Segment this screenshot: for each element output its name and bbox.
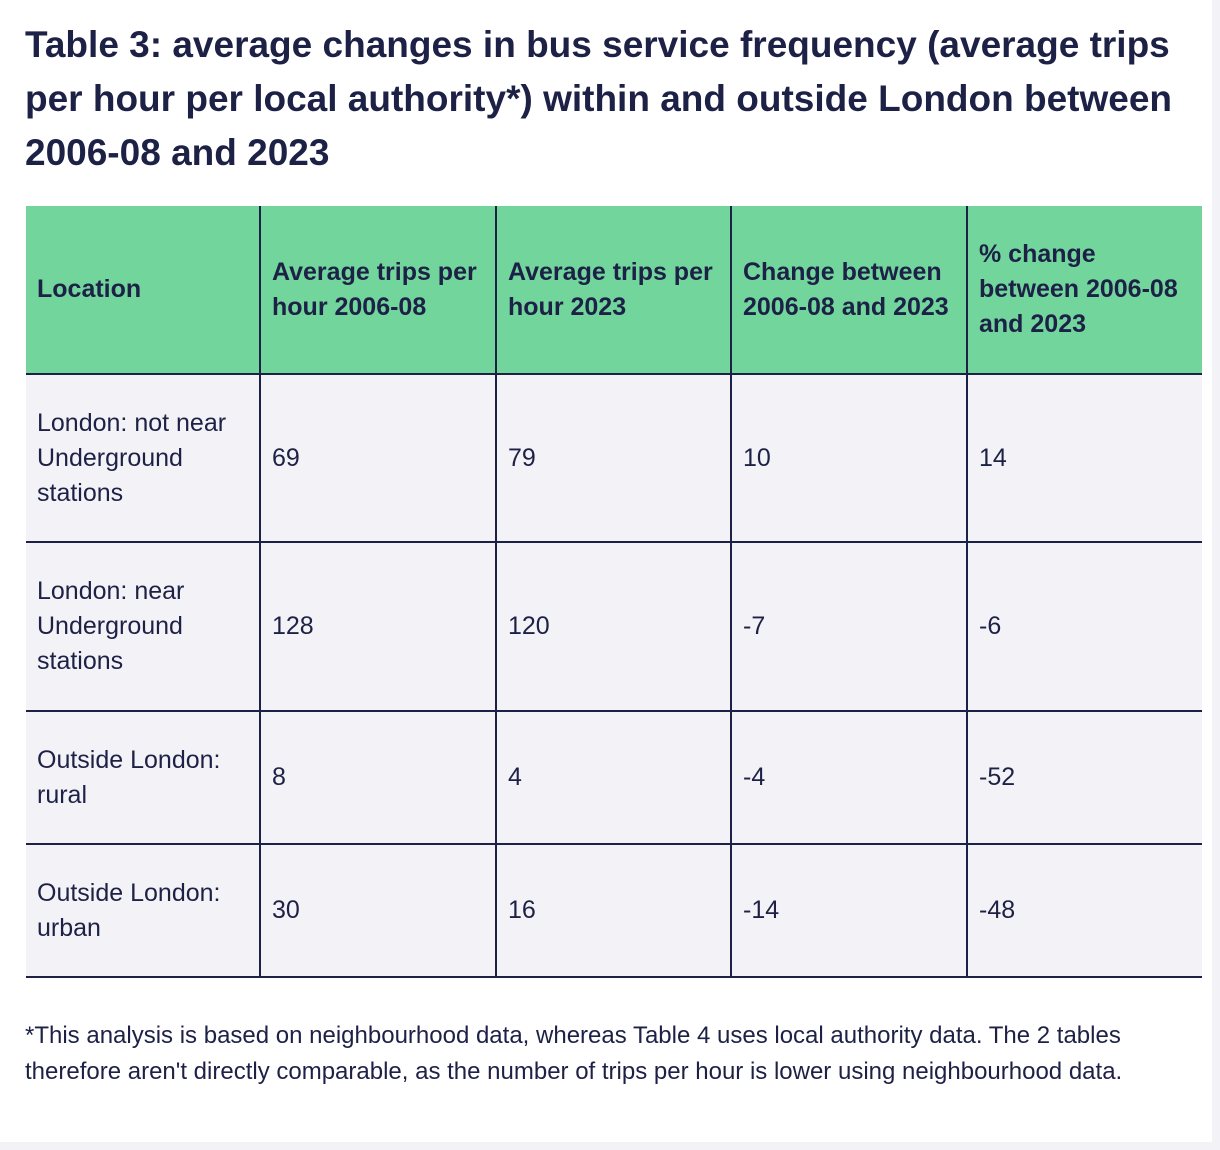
table-row: London: near Underground stations 128 12…: [26, 542, 1202, 712]
trips-2023-cell: 16: [495, 844, 731, 978]
trips-2023-cell: 120: [495, 542, 731, 712]
column-header-location: Location: [26, 206, 260, 375]
change-cell: -14: [730, 844, 967, 978]
location-cell: Outside London: rural: [26, 711, 260, 845]
change-cell: -7: [730, 542, 967, 712]
table-row: London: not near Underground stations 69…: [26, 374, 1202, 543]
column-header-percent-change: % change between 2006-08 and 2023: [966, 206, 1202, 375]
trips-2023-cell: 79: [495, 374, 731, 543]
location-cell: London: near Underground stations: [26, 542, 260, 712]
trips-2006-08-cell: 8: [259, 711, 496, 845]
table-header-row: Location Average trips per hour 2006-08 …: [26, 206, 1202, 375]
table-footnote: *This analysis is based on neighbourhood…: [25, 1022, 1123, 1085]
change-cell: -4: [730, 711, 967, 845]
change-cell: 10: [730, 374, 967, 543]
column-header-trips-2006-08: Average trips per hour 2006-08: [259, 206, 496, 375]
percent-change-cell: -48: [966, 844, 1202, 978]
table-row: Outside London: urban 30 16 -14 -48: [26, 844, 1202, 978]
trips-2006-08-cell: 30: [259, 844, 496, 978]
trips-2006-08-cell: 128: [259, 542, 496, 712]
percent-change-cell: -6: [966, 542, 1202, 712]
percent-change-cell: -52: [966, 711, 1202, 845]
trips-2023-cell: 4: [495, 711, 731, 845]
table-title: Table 3: average changes in bus service …: [25, 24, 1173, 173]
table-row: Outside London: rural 8 4 -4 -52: [26, 711, 1202, 845]
location-cell: London: not near Underground stations: [26, 374, 260, 543]
column-header-trips-2023: Average trips per hour 2023: [495, 206, 731, 375]
column-header-change: Change between 2006-08 and 2023: [730, 206, 967, 375]
trips-2006-08-cell: 69: [259, 374, 496, 543]
percent-change-cell: 14: [966, 374, 1202, 543]
location-cell: Outside London: urban: [26, 844, 260, 978]
bus-frequency-table: Location Average trips per hour 2006-08 …: [26, 206, 1202, 978]
